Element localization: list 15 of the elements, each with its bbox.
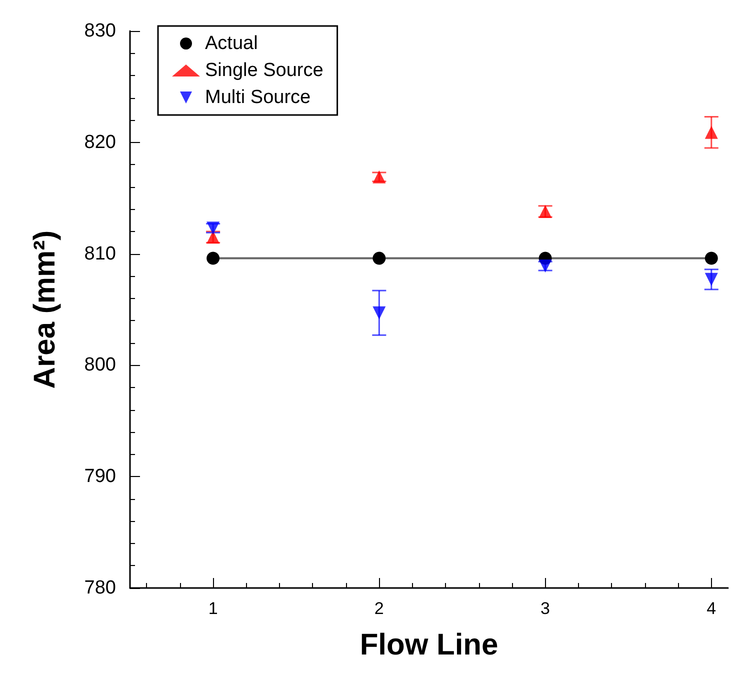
x-tick-label: 4 (706, 599, 716, 618)
legend-label: Actual (205, 33, 258, 54)
y-tick-label: 780 (84, 578, 116, 598)
y-tick-label: 820 (84, 132, 116, 153)
y-tick-label: 830 (84, 20, 116, 42)
legend-label: Multi Source (205, 87, 311, 108)
y-tick-label: 790 (84, 466, 116, 488)
y-tick-label: 810 (84, 243, 116, 264)
x-tick-label: 1 (208, 599, 218, 618)
x-tick-label: 2 (374, 599, 384, 618)
x-axis-title: Flow Line (360, 628, 498, 662)
y-axis-title: Area (mm²) (28, 230, 62, 389)
y-tick-label: 800 (84, 354, 116, 376)
x-tick-label: 3 (540, 599, 550, 618)
legend-label: Single Source (205, 60, 324, 81)
